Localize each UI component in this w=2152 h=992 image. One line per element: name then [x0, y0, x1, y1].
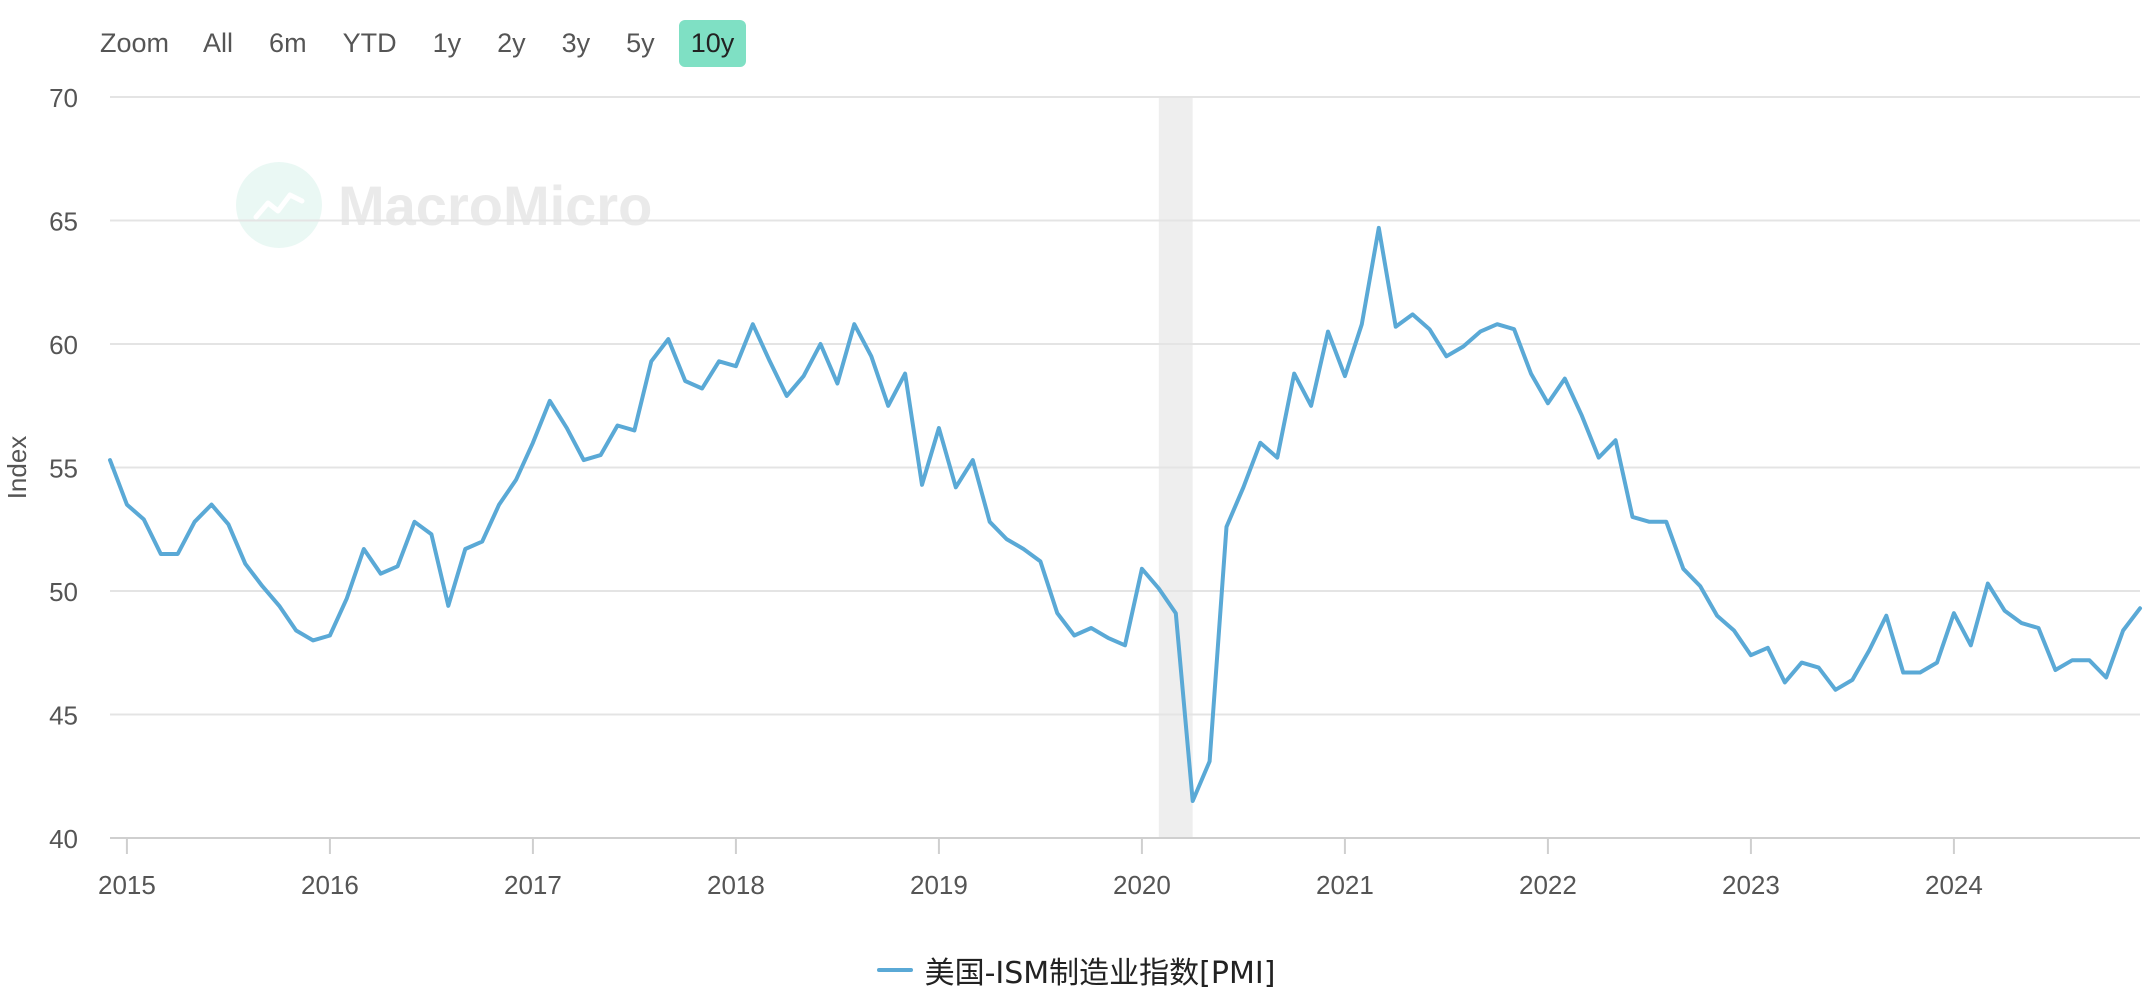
zoom-6m-button[interactable]: 6m	[269, 27, 307, 58]
macromicro-watermark: MacroMicro	[236, 162, 652, 248]
y-tick-label: 40	[49, 824, 78, 854]
legend-swatch	[876, 968, 913, 972]
zoom-1y-button[interactable]: 1y	[432, 27, 462, 58]
zoom-all-button[interactable]: All	[203, 27, 234, 58]
x-tick-label: 2015	[98, 870, 156, 900]
x-tick-label: 2023	[1722, 870, 1780, 900]
x-tick-label: 2019	[910, 870, 968, 900]
y-tick-label: 65	[49, 207, 78, 237]
zoom-2y-button[interactable]: 2y	[497, 27, 526, 58]
chart-legend[interactable]: 美国-ISM制造业指数[PMI]	[0, 948, 2152, 992]
y-tick-label: 70	[49, 83, 78, 113]
y-tick-label: 55	[49, 454, 78, 484]
x-tick-label: 2024	[1925, 870, 1983, 900]
zoom-5y-button[interactable]: 5y	[626, 27, 655, 58]
x-tick-label: 2021	[1316, 870, 1374, 900]
pmi-line-chart: 40 45 50 55 60 65 70 2015 2016 2017 2018 2019 2020 20…	[2, 83, 2142, 900]
watermark-text: MacroMicro	[338, 173, 653, 237]
zoom-3y-button[interactable]: 3y	[561, 27, 591, 58]
y-axis-title: Index	[2, 436, 32, 500]
zoom-10y-button[interactable]: 10y	[678, 19, 747, 67]
y-tick-label: 60	[49, 330, 78, 360]
chart-logo-icon	[236, 162, 322, 248]
series-line[interactable]	[108, 225, 2142, 803]
zoom-range-selector: Zoom All 6m YTD 1y 2y 3y 5y 10y	[100, 16, 758, 70]
legend-series-label: 美国-ISM制造业指数[PMI]	[924, 956, 1276, 991]
zoom-label: Zoom	[100, 27, 170, 58]
zoom-ytd-button[interactable]: YTD	[342, 27, 397, 58]
y-tick-label: 50	[49, 577, 78, 607]
x-tick-label: 2022	[1519, 870, 1577, 900]
x-tick-label: 2018	[707, 870, 765, 900]
x-tick-label: 2017	[504, 870, 562, 900]
x-tick-label: 2020	[1113, 870, 1171, 900]
x-tick-label: 2016	[301, 870, 359, 900]
y-tick-label: 45	[49, 701, 78, 731]
